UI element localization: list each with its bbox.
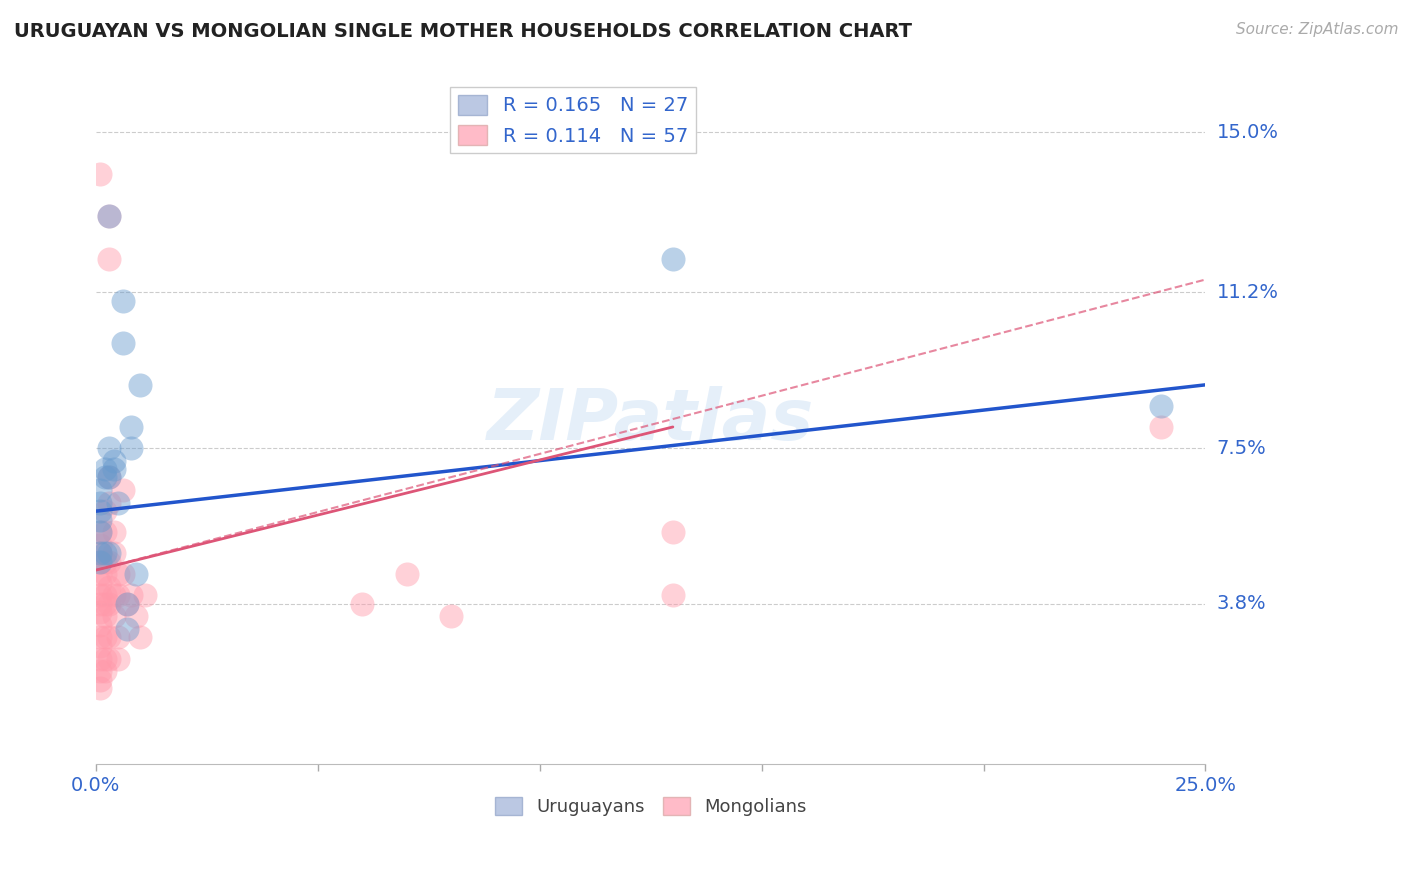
Point: [98, 651, 121, 665]
Point: [395, 567, 418, 582]
Point: [89, 631, 111, 645]
Point: [94, 504, 117, 518]
Point: [89, 504, 111, 518]
Point: [94, 555, 117, 569]
Point: [89, 546, 111, 560]
Point: [129, 631, 152, 645]
Point: [107, 567, 129, 582]
Point: [94, 609, 117, 624]
Point: [111, 483, 134, 497]
Point: [125, 609, 148, 624]
Point: [440, 609, 463, 624]
Point: [89, 651, 111, 665]
Text: Source: ZipAtlas.com: Source: ZipAtlas.com: [1236, 22, 1399, 37]
Point: [107, 588, 129, 602]
Point: [94, 664, 117, 678]
Point: [107, 496, 129, 510]
Legend: Uruguayans, Mongolians: Uruguayans, Mongolians: [488, 789, 814, 823]
Point: [94, 597, 117, 611]
Text: 7.5%: 7.5%: [1216, 439, 1267, 458]
Point: [103, 453, 125, 467]
Point: [115, 597, 138, 611]
Point: [115, 622, 138, 636]
Point: [94, 631, 117, 645]
Point: [352, 597, 374, 611]
Point: [94, 525, 117, 540]
Text: URUGUAYAN VS MONGOLIAN SINGLE MOTHER HOUSEHOLDS CORRELATION CHART: URUGUAYAN VS MONGOLIAN SINGLE MOTHER HOU…: [14, 22, 912, 41]
Point: [94, 470, 117, 484]
Point: [98, 555, 121, 569]
Point: [98, 470, 121, 484]
Point: [89, 639, 111, 653]
Point: [89, 525, 111, 540]
Point: [98, 496, 121, 510]
Point: [89, 555, 111, 569]
Point: [89, 673, 111, 687]
Point: [89, 618, 111, 632]
Point: [103, 609, 125, 624]
Point: [89, 167, 111, 181]
Point: [94, 567, 117, 582]
Point: [98, 580, 121, 594]
Point: [94, 588, 117, 602]
Point: [134, 588, 156, 602]
Point: [98, 470, 121, 484]
Point: [103, 588, 125, 602]
Point: [129, 377, 152, 392]
Point: [89, 588, 111, 602]
Point: [115, 597, 138, 611]
Point: [89, 496, 111, 510]
Point: [125, 567, 148, 582]
Text: 15.0%: 15.0%: [1216, 123, 1278, 142]
Point: [89, 567, 111, 582]
Point: [98, 441, 121, 455]
Text: 3.8%: 3.8%: [1216, 594, 1267, 614]
Point: [89, 525, 111, 540]
Point: [103, 546, 125, 560]
Point: [89, 681, 111, 695]
Point: [107, 631, 129, 645]
Point: [662, 252, 685, 266]
Point: [89, 538, 111, 552]
Point: [120, 588, 142, 602]
Point: [89, 664, 111, 678]
Point: [89, 546, 111, 560]
Point: [662, 588, 685, 602]
Point: [107, 651, 129, 665]
Point: [98, 210, 121, 224]
Point: [662, 525, 685, 540]
Point: [111, 567, 134, 582]
Point: [111, 335, 134, 350]
Point: [89, 483, 111, 497]
Point: [98, 597, 121, 611]
Point: [89, 575, 111, 590]
Point: [89, 555, 111, 569]
Point: [1150, 399, 1173, 413]
Point: [89, 605, 111, 619]
Point: [98, 631, 121, 645]
Point: [120, 441, 142, 455]
Point: [103, 462, 125, 476]
Point: [98, 210, 121, 224]
Text: 11.2%: 11.2%: [1216, 283, 1278, 301]
Text: ZIPatlas: ZIPatlas: [486, 386, 814, 455]
Point: [1150, 420, 1173, 434]
Point: [120, 420, 142, 434]
Point: [94, 546, 117, 560]
Point: [94, 462, 117, 476]
Point: [94, 651, 117, 665]
Point: [98, 252, 121, 266]
Point: [103, 525, 125, 540]
Point: [98, 546, 121, 560]
Point: [89, 512, 111, 526]
Point: [89, 597, 111, 611]
Point: [111, 293, 134, 308]
